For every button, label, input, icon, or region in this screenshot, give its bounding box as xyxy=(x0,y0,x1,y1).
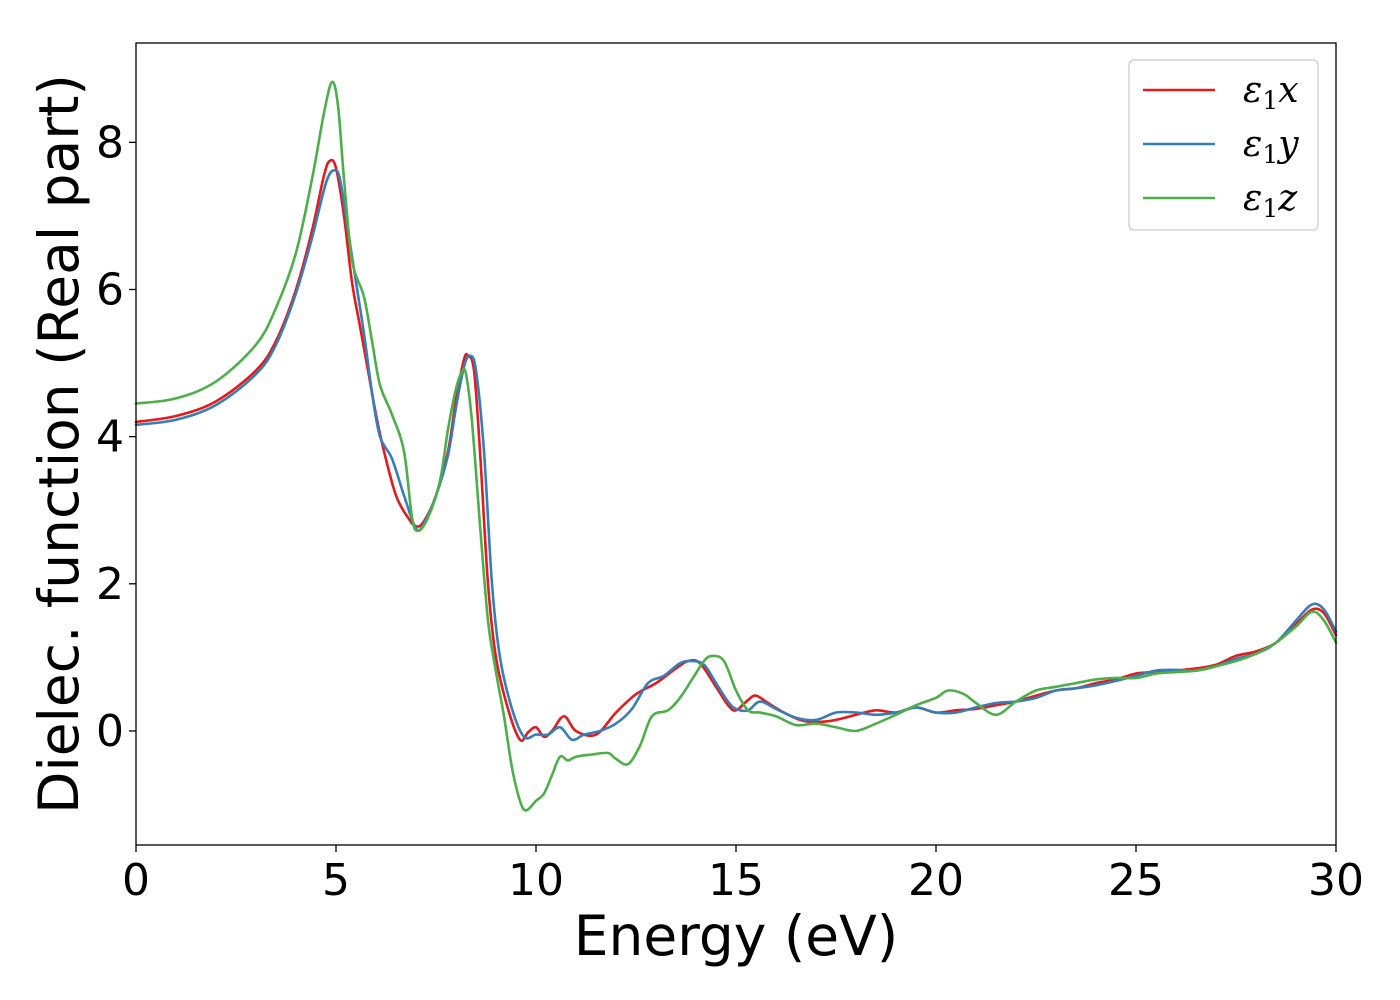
series-line-y xyxy=(134,168,1338,742)
series-line-x xyxy=(134,158,1338,742)
series-line-z xyxy=(134,80,1338,812)
x-tick-label: 10 xyxy=(508,855,564,906)
x-axis-ticks: 0 5 10 15 20 25 30 xyxy=(122,845,1364,906)
legend-label-x: ε1x xyxy=(1243,70,1299,115)
x-tick-label: 30 xyxy=(1308,855,1364,906)
x-tick-label: 20 xyxy=(908,855,964,906)
y-axis-label: Dielec. function (Real part) xyxy=(27,74,91,814)
y-tick-label: 6 xyxy=(96,264,124,315)
y-tick-label: 2 xyxy=(96,559,124,610)
y-tick-label: 4 xyxy=(96,412,124,463)
y-axis-ticks: 0 2 4 6 8 xyxy=(96,117,136,757)
legend-frame xyxy=(1128,59,1319,231)
x-tick-label: 0 xyxy=(122,855,150,906)
y-tick-label: 8 xyxy=(96,117,124,168)
series-layer xyxy=(134,80,1338,812)
x-tick-label: 25 xyxy=(1108,855,1164,906)
x-axis-label: Energy (eV) xyxy=(574,904,898,968)
legend: ε1x ε1y ε1z xyxy=(1128,59,1319,231)
legend-label-y: ε1y xyxy=(1243,124,1299,169)
x-tick-label: 5 xyxy=(322,855,350,906)
legend-label-z: ε1z xyxy=(1243,178,1298,223)
y-tick-label: 0 xyxy=(96,706,124,757)
x-tick-label: 15 xyxy=(708,855,764,906)
